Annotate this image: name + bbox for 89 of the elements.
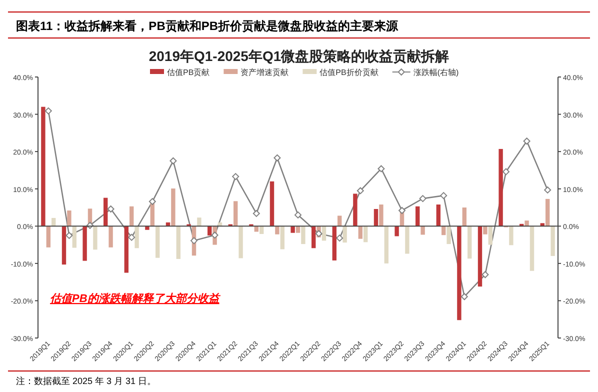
point (398, 206, 406, 214)
point (128, 234, 136, 241)
bar (364, 226, 368, 242)
point (274, 154, 281, 162)
bar (498, 148, 503, 226)
bar (416, 206, 420, 226)
text: 注：数据截至 2025 年 3 月 31 日。 (16, 376, 156, 386)
point (419, 195, 426, 202)
point (190, 237, 198, 244)
point (211, 232, 218, 239)
bar (488, 226, 492, 245)
point (44, 107, 52, 114)
point (356, 187, 364, 194)
bar (478, 226, 482, 287)
point (336, 234, 344, 242)
bar (296, 226, 300, 233)
point (315, 230, 322, 238)
bar (176, 226, 180, 259)
bar (420, 226, 425, 235)
legend-label: 估值PB贡献 (167, 68, 210, 77)
point (544, 186, 552, 194)
bar (394, 226, 399, 236)
bar (234, 201, 238, 226)
point (440, 192, 448, 200)
point (502, 168, 510, 176)
bar (550, 226, 555, 256)
bar (270, 181, 274, 226)
legend-label: 估值PB折价贡献 (320, 68, 378, 77)
bar (41, 106, 46, 226)
bar (457, 226, 462, 320)
bar (509, 226, 514, 246)
point (66, 232, 73, 239)
bar (260, 226, 264, 234)
chart-subtitle: 2019年Q1-2025年Q1微盘股策略的收益贡献拆解 (148, 48, 450, 64)
bar (405, 226, 410, 254)
bar (546, 198, 550, 226)
bar (93, 226, 98, 250)
point (482, 271, 489, 278)
bar (374, 208, 378, 226)
bar (322, 226, 326, 241)
bar (379, 204, 384, 226)
bar (442, 226, 446, 236)
point (107, 205, 114, 212)
bar (483, 226, 488, 234)
bar (67, 210, 72, 226)
bar (338, 216, 342, 226)
point (252, 210, 260, 217)
bar (462, 208, 466, 226)
point (523, 138, 530, 145)
bar (108, 226, 113, 248)
bar (82, 226, 87, 261)
point (232, 173, 240, 180)
bar (46, 226, 50, 248)
bar (384, 226, 388, 264)
bar (342, 226, 347, 243)
annotation: 估值PB的涨跌幅解释了大部分收益 (50, 292, 222, 305)
point (294, 211, 302, 218)
bar (145, 226, 150, 230)
bar (124, 226, 128, 273)
bar (358, 226, 362, 239)
bar (134, 226, 139, 248)
point (170, 157, 177, 164)
bar (446, 226, 451, 244)
legend-label: 涨跌幅(右轴) (413, 68, 460, 77)
point (378, 165, 385, 172)
bar (171, 188, 176, 226)
bar (436, 204, 440, 226)
bar (72, 226, 76, 248)
bar (156, 226, 160, 258)
bar (301, 226, 306, 244)
point (148, 198, 156, 206)
bar (275, 226, 280, 234)
chart-title: 图表11：收益拆解来看，PB贡献和PB折价贡献是微盘股收益的主要来源 (16, 19, 400, 33)
bar (130, 206, 134, 226)
legend-label: 资产增速贡献 (240, 68, 289, 77)
bar (312, 226, 316, 248)
bar (524, 220, 529, 226)
bar (290, 226, 295, 233)
point (460, 293, 468, 300)
bar (468, 226, 472, 259)
bar (197, 218, 202, 226)
bar (280, 226, 284, 250)
bar (62, 226, 66, 265)
bar (238, 226, 243, 258)
bar (530, 226, 534, 271)
bar (332, 226, 336, 260)
bar (208, 226, 212, 236)
bar (353, 194, 358, 226)
bar (104, 198, 108, 226)
